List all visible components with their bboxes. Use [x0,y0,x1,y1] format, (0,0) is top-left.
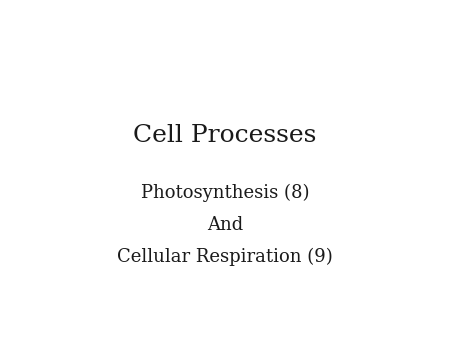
Text: And: And [207,216,243,234]
Text: Photosynthesis (8): Photosynthesis (8) [141,184,309,202]
Text: Cell Processes: Cell Processes [133,124,317,147]
Text: Cellular Respiration (9): Cellular Respiration (9) [117,248,333,266]
